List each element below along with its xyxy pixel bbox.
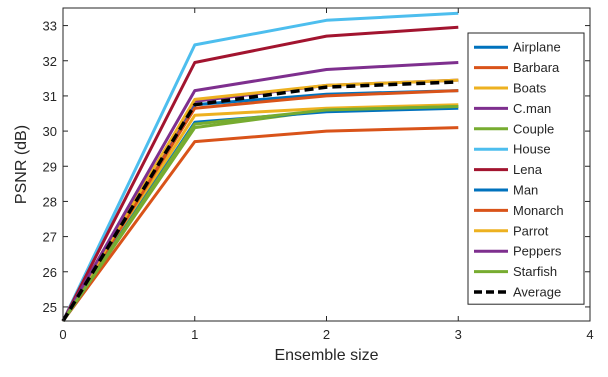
- x-tick-label: 4: [586, 327, 593, 342]
- legend-label: Starfish: [513, 264, 557, 279]
- series-line-starfish: [61, 105, 459, 322]
- axis-ticks: 0 1 2 3 4 25 26 27 28 29 30 31 32 33: [43, 8, 594, 342]
- legend-label: Airplane: [513, 40, 561, 55]
- y-tick-label: 27: [43, 230, 57, 245]
- legend-label: Barbara: [513, 60, 560, 75]
- y-tick-label: 31: [43, 89, 57, 104]
- series-line-boats: [61, 103, 459, 322]
- y-tick-label: 26: [43, 265, 57, 280]
- x-axis-label: Ensemble size: [274, 347, 378, 364]
- legend-label: Man: [513, 183, 538, 198]
- series-line-peppers: [61, 61, 459, 322]
- legend-label: Parrot: [513, 223, 549, 238]
- legend-label: Monarch: [513, 203, 564, 218]
- legend-label: Boats: [513, 81, 547, 96]
- legend: Airplane Barbara Boats C.man Couple House Lena…: [467, 32, 585, 305]
- y-tick-label: 33: [43, 19, 57, 34]
- y-tick-label: 32: [43, 54, 57, 69]
- series-line-barbara: [61, 126, 459, 322]
- y-tick-label: 25: [43, 300, 57, 315]
- series-line-monarch: [61, 89, 459, 322]
- plot-lines: [61, 11, 459, 322]
- y-tick-label: 28: [43, 194, 57, 209]
- x-tick-label: 2: [323, 327, 330, 342]
- y-tick-label: 29: [43, 159, 57, 174]
- series-line-lena: [61, 25, 459, 322]
- y-tick-label: 30: [43, 124, 57, 139]
- series-line-average: [61, 80, 459, 322]
- legend-label: Lena: [513, 162, 543, 177]
- x-tick-label: 3: [455, 327, 462, 342]
- legend-label: Couple: [513, 121, 554, 136]
- legend-label: House: [513, 142, 551, 157]
- legend-label: Average: [513, 285, 561, 300]
- y-axis-label: PSNR (dB): [13, 125, 30, 204]
- x-tick-label: 1: [191, 327, 198, 342]
- series-line-house: [61, 11, 459, 322]
- legend-label: Peppers: [513, 244, 562, 259]
- x-tick-label: 0: [59, 327, 66, 342]
- legend-label: C.man: [513, 101, 551, 116]
